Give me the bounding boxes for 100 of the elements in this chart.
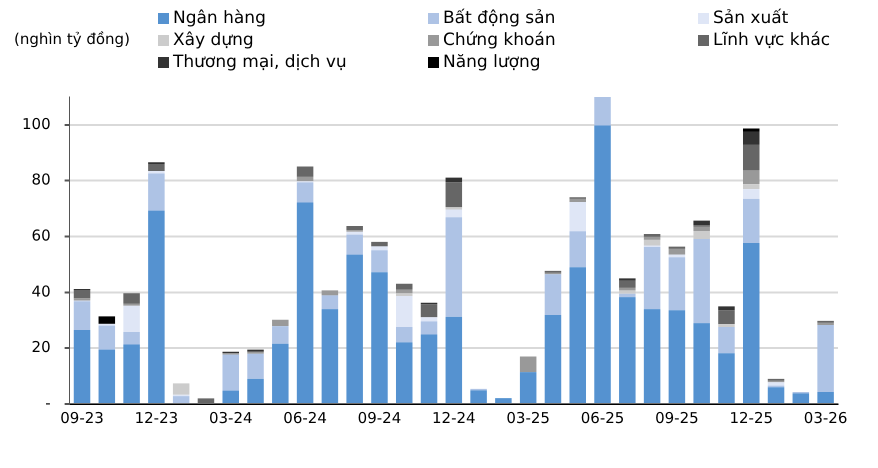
bar [594,97,611,126]
x-tick-label: 12-24 [432,408,476,427]
bar [693,239,710,324]
bar [644,246,660,310]
bar [619,297,636,403]
bar [123,306,140,332]
bar [817,392,834,403]
bar [396,284,412,290]
x-tick-label: 03-25 [506,408,550,427]
bar [371,242,388,246]
y-tick-label: 20 [32,338,51,356]
bar [817,325,834,392]
bar [644,234,660,237]
bar [668,257,686,310]
bar [322,309,338,403]
bar [272,326,289,344]
bar [172,383,190,395]
y-axis-title: (nghìn tỷ đồng) [14,30,130,48]
bar [371,250,388,272]
x-tick-label: 12-25 [729,408,774,427]
x-tick-label: 03-24 [208,408,253,427]
y-tick-label: 40 [32,282,51,300]
legend-label: Lĩnh vực khác [713,30,830,50]
bar [644,309,660,403]
bar [619,290,636,294]
y-tick-label: 100 [22,114,51,133]
bar [98,350,116,403]
bar [396,296,412,327]
x-tick-label: 06-25 [580,408,624,427]
bar [396,342,412,403]
bar [693,323,710,403]
bar [148,210,165,403]
x-tick-label: 03-26 [804,408,848,427]
legend-label: Thương mại, dịch vụ [173,52,347,72]
legend-label: Chứng khoán [443,30,556,50]
bar [371,246,388,250]
bar [420,304,438,318]
bar [272,344,289,403]
bar [768,382,784,386]
bar [495,398,512,403]
bar [296,166,314,177]
x-tick-label: 06-24 [283,408,327,427]
bar [693,226,710,231]
bar [74,290,90,298]
bar [619,280,636,288]
bar [98,316,116,324]
legend-label: Ngân hàng [173,8,266,28]
bar [420,334,438,403]
bar [148,170,165,174]
bar [742,132,760,144]
y-tick-label: 80 [32,170,51,189]
bar [668,248,686,255]
bar [792,393,810,403]
bar [768,387,784,403]
bar [817,322,834,326]
bar [446,209,462,218]
bar [718,306,735,310]
bar [346,234,363,255]
bar [644,236,660,240]
bar [644,240,660,246]
bar [396,290,412,294]
bar [98,326,116,350]
bar [420,321,438,335]
bar [742,189,760,199]
x-tick-label: 09-23 [60,408,104,427]
bar [148,164,165,171]
bar [742,242,760,403]
bar [446,178,462,182]
y-tick-label: - [45,394,51,412]
bar [74,330,90,403]
bar [446,316,462,403]
bar [396,293,412,296]
legend-label: Bất động sản [443,8,556,28]
bar [668,254,686,258]
bar [742,128,760,132]
bar [272,320,289,326]
bar [742,184,760,190]
bar [123,293,140,304]
bar [222,354,239,391]
bar [668,310,686,403]
bar [718,353,735,403]
bar [247,378,264,403]
bar [172,396,190,403]
bar [222,390,239,403]
bar [296,202,314,403]
bar [569,202,586,232]
bar [742,144,760,170]
bar [470,390,487,403]
bar [718,326,735,354]
bar [446,217,462,317]
x-tick-label: 12-23 [134,408,178,427]
bar [322,295,338,310]
bar [247,354,264,379]
bar [619,294,636,298]
bar [693,220,710,226]
x-tick-label: 09-25 [655,408,699,427]
bar [693,230,710,240]
legend-label: Năng lượng [443,52,541,72]
bar [322,290,338,296]
bar [594,125,611,403]
